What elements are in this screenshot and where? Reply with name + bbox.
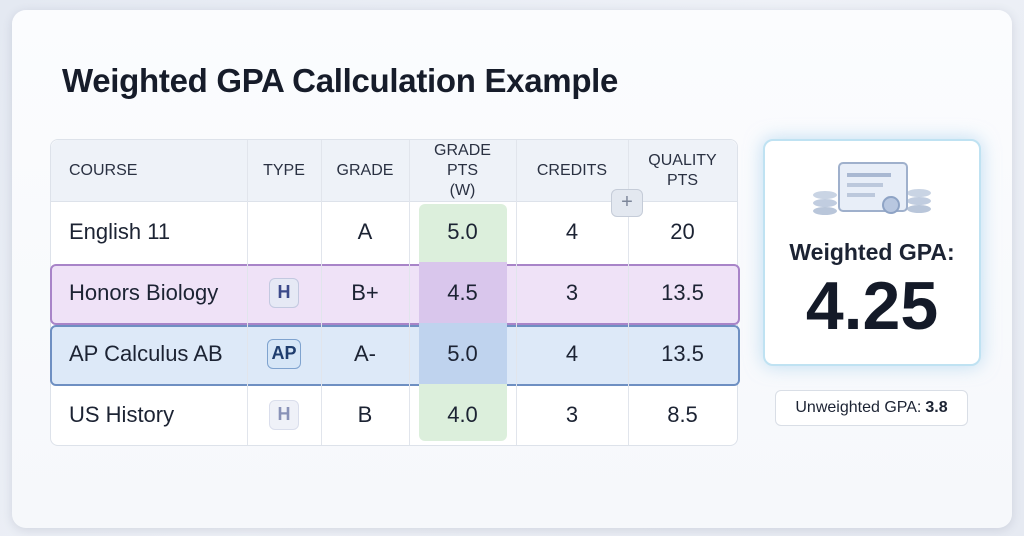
gpa-table: COURSE TYPE GRADE GRADE PTS (W) CREDITS QUALI…: [50, 139, 740, 446]
grade-pts-highlight: [419, 262, 507, 323]
table-cell: 13.5: [661, 279, 704, 305]
column-header: TYPE: [247, 140, 321, 201]
grade-pts-highlight: [419, 204, 507, 265]
type-cell: AP: [247, 323, 321, 384]
header-text: QUALITY PTS: [648, 151, 717, 189]
table-cell: B+: [351, 279, 379, 305]
column-header: GRADE PTS (W): [409, 140, 516, 201]
table-cell: 8.5: [667, 401, 698, 427]
table-cell: 4: [565, 340, 579, 366]
table-cell: English 11: [69, 218, 171, 244]
column-header: QUALITY PTS: [628, 140, 737, 201]
unweighted-box: Unweighted GPA: 3.8: [775, 390, 968, 426]
title: Weighted GPA Callculation Example: [62, 62, 619, 99]
unweighted-label: Unweighted GPA:: [795, 399, 922, 416]
table-cell: 20: [670, 218, 695, 244]
table-cell: Honors Biology: [69, 279, 219, 305]
grade-pts-highlight: [419, 384, 507, 441]
header-text: CREDITS: [536, 161, 608, 179]
table-cell: 4.5: [447, 279, 478, 305]
grade-pts-highlight: [419, 323, 507, 384]
type-badge: AP: [267, 338, 301, 369]
table-cell: 5.0: [447, 340, 478, 366]
column-divider: [321, 140, 322, 445]
table-cell: A-: [354, 340, 376, 366]
header-text: GRADE PTS (W): [434, 141, 491, 199]
add-button: +: [611, 189, 643, 217]
column-divider: [409, 140, 410, 445]
table-cell: 13.5: [661, 340, 704, 366]
table-cell: 3: [565, 401, 579, 427]
column-divider: [247, 140, 248, 445]
table-cell: A: [357, 218, 373, 244]
table-cell: 4: [565, 218, 579, 244]
weighted-panel: Weighted GPA: 4.25: [763, 139, 981, 366]
weighted-label: Weighted GPA:: [789, 239, 955, 265]
type-cell: H: [247, 262, 321, 323]
table-cell: 4.0: [447, 401, 478, 427]
table-cell: US History: [69, 401, 175, 427]
column-header: GRADE: [321, 140, 409, 201]
type-badge: H: [269, 399, 299, 430]
column-divider: [516, 140, 517, 445]
column-header: COURSE: [51, 140, 247, 201]
type-badge: H: [269, 277, 299, 308]
row-highlight: [50, 264, 740, 325]
table-cell: AP Calculus AB: [69, 340, 223, 366]
table-cell: 3: [565, 279, 579, 305]
row-highlight: [50, 325, 740, 386]
table-cell: B: [357, 401, 373, 427]
column-divider: [628, 140, 629, 445]
header-text: GRADE: [336, 161, 394, 179]
certificate-icon: [813, 162, 931, 215]
header-text: COURSE: [69, 161, 138, 179]
table-cell: 5.0: [447, 218, 478, 244]
weighted-value: 4.25: [805, 268, 939, 344]
header-text: TYPE: [263, 161, 305, 179]
column-header: CREDITS: [516, 140, 628, 201]
unweighted-value: 3.8: [925, 399, 948, 416]
type-cell: H: [247, 384, 321, 445]
